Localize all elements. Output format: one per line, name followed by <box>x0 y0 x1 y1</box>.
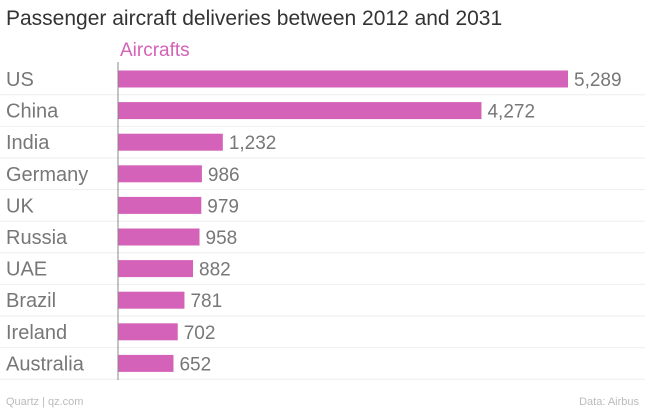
bar <box>118 70 568 88</box>
footer-source-left: Quartz | qz.com <box>6 396 84 408</box>
bar <box>118 228 200 246</box>
value-label: 4,272 <box>487 102 535 123</box>
bar <box>118 196 202 214</box>
category-label: Germany <box>6 164 88 186</box>
bar <box>118 323 178 341</box>
category-label: UAE <box>6 259 47 281</box>
value-label: 986 <box>208 165 240 186</box>
category-label: Ireland <box>6 322 67 344</box>
value-label: 958 <box>206 228 238 249</box>
category-label: US <box>6 69 34 91</box>
chart-title: Passenger aircraft deliveries between 20… <box>6 7 503 30</box>
series-label: Aircrafts <box>120 40 190 61</box>
bar <box>118 354 174 372</box>
value-label: 781 <box>190 291 222 312</box>
bar <box>118 291 185 309</box>
bar <box>118 260 194 278</box>
category-label: China <box>6 101 59 123</box>
category-label: India <box>6 132 50 154</box>
value-label: 5,289 <box>574 70 622 91</box>
value-label: 1,232 <box>229 133 277 154</box>
bar <box>118 102 482 120</box>
category-label: Brazil <box>6 290 56 312</box>
bar <box>118 133 223 151</box>
footer-source-right: Data: Airbus <box>579 396 639 408</box>
value-label: 702 <box>184 323 216 344</box>
category-label: UK <box>6 195 34 217</box>
category-label: Australia <box>6 353 85 375</box>
category-label: Russia <box>6 227 68 249</box>
bar <box>118 165 202 183</box>
value-label: 882 <box>199 260 231 281</box>
value-label: 979 <box>207 196 239 217</box>
value-label: 652 <box>179 354 211 375</box>
